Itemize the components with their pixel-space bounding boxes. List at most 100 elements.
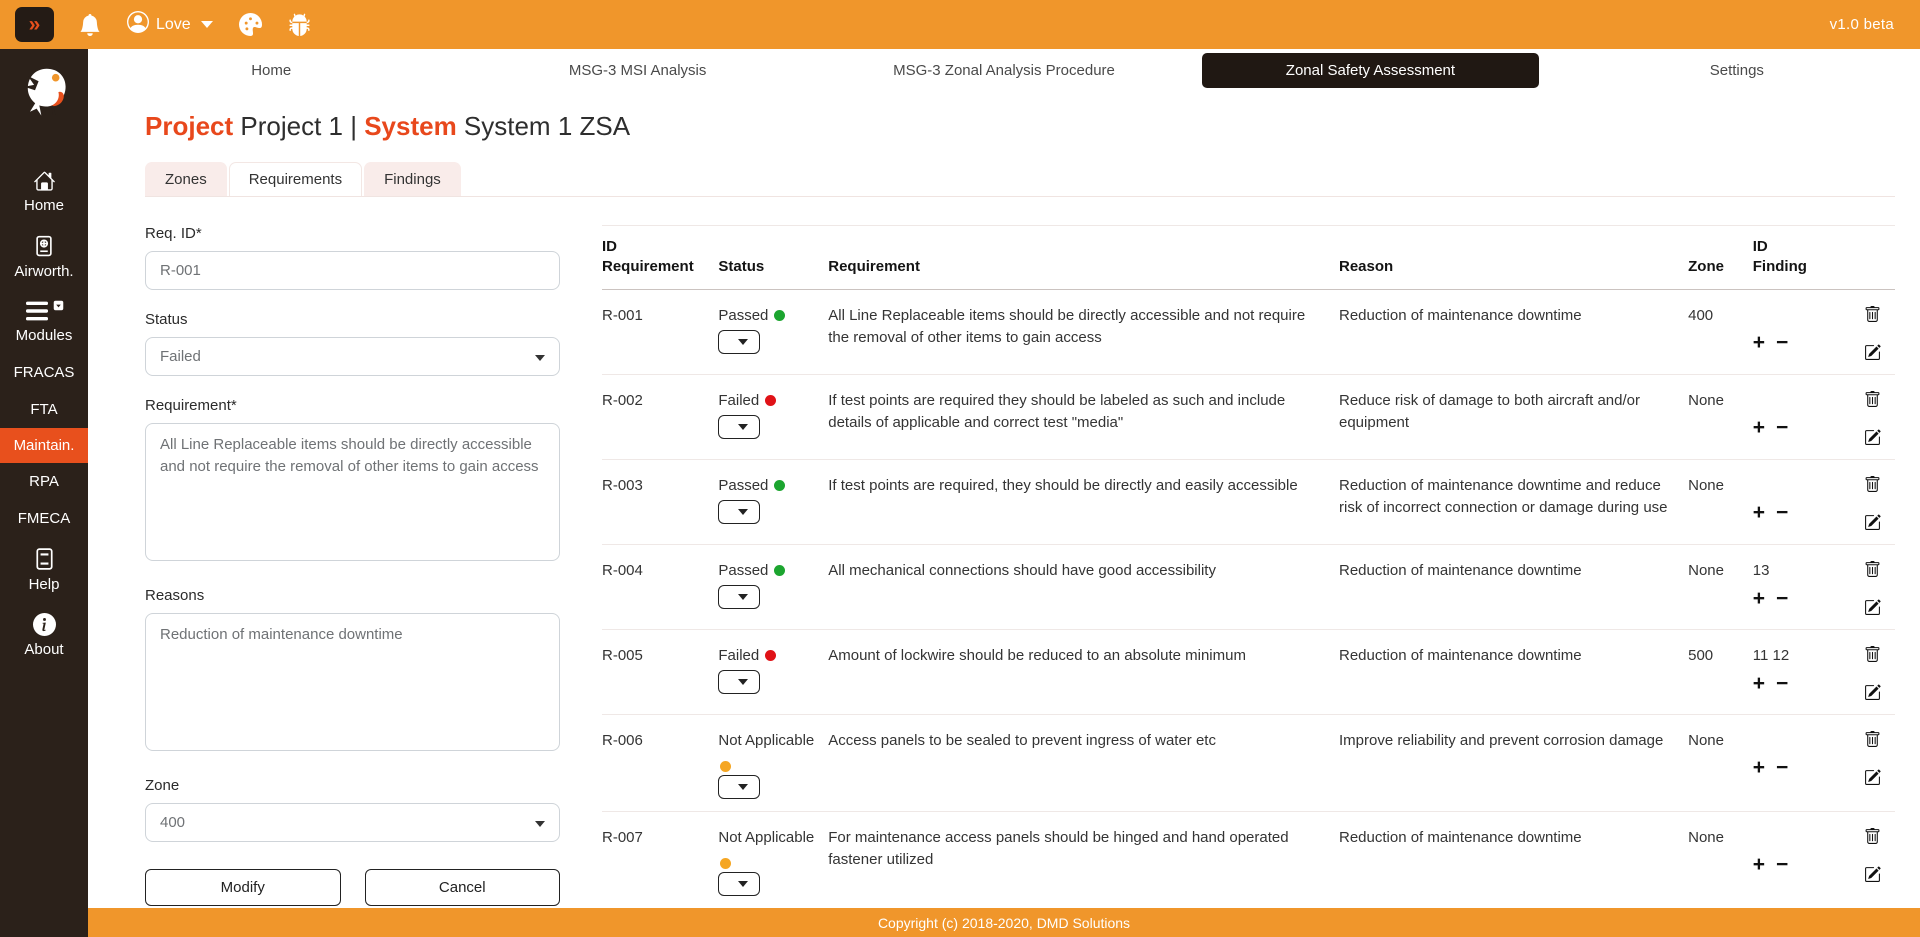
theme-button[interactable]	[238, 13, 262, 36]
tab-zones[interactable]: Zones	[145, 162, 227, 196]
modify-button[interactable]: Modify	[145, 869, 341, 906]
remove-finding-button[interactable]: −	[1776, 416, 1789, 439]
sidebar-item-label: Modules	[15, 327, 73, 344]
status-select-button[interactable]	[718, 584, 761, 609]
caret-down-icon	[738, 880, 749, 887]
sidebar-item-label: Maintain.	[13, 437, 75, 454]
nav-item-settings[interactable]: Settings	[1554, 62, 1920, 79]
status-select-button[interactable]	[718, 499, 761, 524]
row-id: R-001	[602, 307, 643, 324]
nav-item-home[interactable]: Home	[88, 62, 454, 79]
row-finding-cell: + −	[1752, 459, 1837, 545]
row-reason: Reduce risk of damage to both aircraft a…	[1339, 374, 1689, 460]
row-id-cell: R-001	[602, 289, 719, 375]
add-finding-button[interactable]: +	[1752, 671, 1766, 695]
cancel-button[interactable]: Cancel	[364, 869, 560, 906]
row-actions-cell	[1836, 289, 1895, 375]
reasons-textarea[interactable]: Reduction of maintenance downtime	[145, 613, 560, 751]
delete-row-button[interactable]	[1864, 306, 1881, 323]
content: Project Project 1 | System System 1 ZSA …	[88, 91, 1920, 937]
delete-row-button[interactable]	[1864, 827, 1881, 845]
col-header-requirement: Requirement	[828, 225, 1339, 290]
sidebar-item-maintain[interactable]: Maintain.	[0, 428, 88, 463]
sidebar-item-fracas[interactable]: FRACAS	[0, 354, 88, 391]
add-finding-button[interactable]: +	[1752, 852, 1766, 876]
add-finding-button[interactable]: +	[1752, 416, 1766, 439]
sidebar-item-about[interactable]: About	[0, 603, 88, 668]
home-icon	[33, 171, 55, 191]
delete-row-button[interactable]	[1864, 646, 1881, 663]
row-status-cell: Not Applicable	[718, 714, 829, 812]
nav-item-zonal-safety-assessment[interactable]: Zonal Safety Assessment	[1187, 52, 1553, 88]
nav-item-msg-3-msi-analysis[interactable]: MSG-3 MSI Analysis	[454, 62, 820, 79]
status-select-button[interactable]	[718, 774, 761, 799]
row-requirement: If test points are required they should …	[828, 374, 1339, 460]
status-select-button[interactable]	[718, 669, 761, 694]
row-finding-ids: 13	[1752, 562, 1770, 579]
row-finding-ids	[1753, 390, 1823, 411]
delete-row-button[interactable]	[1864, 391, 1881, 408]
add-finding-button[interactable]: +	[1752, 586, 1766, 610]
sidebar-item-home[interactable]: Home	[0, 160, 88, 224]
delete-row-button[interactable]	[1864, 731, 1881, 748]
requirements-table-wrap: ID Requirement Status Requirement Reason Zon…	[602, 225, 1895, 937]
caret-down-icon	[738, 783, 749, 790]
delete-row-button[interactable]	[1864, 476, 1881, 493]
requirement-textarea[interactable]: All Line Replaceable items should be dir…	[145, 423, 560, 561]
tab-requirements[interactable]: Requirements	[228, 162, 363, 196]
remove-finding-button[interactable]: −	[1776, 852, 1789, 876]
project-value: Project 1 |	[233, 111, 365, 141]
remove-finding-button[interactable]: −	[1776, 671, 1789, 695]
sidebar-item-airworth[interactable]: Airworth.	[0, 224, 88, 290]
notifications-button[interactable]	[79, 13, 101, 36]
sidebar-item-help[interactable]: Help	[0, 537, 88, 603]
trash-icon	[1865, 306, 1880, 322]
nav-item-msg-3-zonal-analysis-procedure[interactable]: MSG-3 Zonal Analysis Procedure	[821, 62, 1187, 79]
table-row: R-005 Failed Amount of lockwire should b…	[602, 629, 1895, 715]
edit-row-button[interactable]	[1864, 599, 1881, 616]
tab-findings[interactable]: Findings	[364, 162, 461, 196]
row-reason: Reduction of maintenance downtime	[1339, 629, 1689, 715]
add-finding-button[interactable]: +	[1752, 756, 1766, 779]
requirements-table: ID Requirement Status Requirement Reason Zon…	[602, 225, 1895, 937]
table-row: R-004 Passed All mechanical connections …	[602, 544, 1895, 630]
edit-row-button[interactable]	[1864, 769, 1881, 786]
edit-row-button[interactable]	[1864, 866, 1881, 883]
status-select-button[interactable]	[718, 329, 761, 354]
edit-row-button[interactable]	[1864, 429, 1881, 446]
remove-finding-button[interactable]: −	[1776, 331, 1789, 354]
status-select-button[interactable]	[718, 871, 761, 896]
table-row: R-003 Passed If test points are required…	[602, 459, 1895, 545]
nav-item-label: Home	[251, 61, 292, 79]
edit-row-button[interactable]	[1864, 684, 1881, 701]
sidebar-expand-button[interactable]: »	[15, 7, 54, 42]
sidebar-item-rpa[interactable]: RPA	[0, 463, 88, 500]
page-title: Project Project 1 | System System 1 ZSA	[145, 111, 1895, 142]
remove-finding-button[interactable]: −	[1776, 501, 1789, 524]
remove-finding-button[interactable]: −	[1776, 586, 1789, 610]
copyright-text: Copyright (c) 2018-2020, DMD Solutions	[877, 914, 1131, 931]
add-finding-button[interactable]: +	[1752, 501, 1766, 524]
sidebar-item-fmeca[interactable]: FMECA	[0, 500, 88, 537]
row-id-cell: R-002	[602, 374, 719, 460]
zone-select[interactable]: 400	[145, 803, 560, 842]
user-menu[interactable]: Love	[127, 11, 213, 38]
row-actions-cell	[1836, 374, 1895, 460]
edit-row-button[interactable]	[1864, 344, 1881, 361]
remove-finding-button[interactable]: −	[1776, 756, 1789, 779]
status-select-button[interactable]	[718, 414, 761, 439]
sidebar-item-modules[interactable]: Modules	[0, 290, 88, 354]
col-header-id-finding: ID Finding	[1752, 225, 1837, 290]
trash-icon	[1865, 827, 1880, 844]
status-label: Status	[145, 311, 188, 328]
bug-report-button[interactable]	[288, 13, 311, 36]
req-id-input[interactable]	[145, 251, 560, 290]
delete-row-button[interactable]	[1864, 561, 1881, 578]
add-finding-button[interactable]: +	[1752, 331, 1766, 354]
sidebar-item-fta[interactable]: FTA	[0, 391, 88, 428]
edit-row-button[interactable]	[1864, 514, 1881, 531]
status-select[interactable]: Failed	[145, 337, 560, 376]
row-id: R-005	[602, 647, 643, 664]
row-finding-cell: 11 12 + −	[1752, 629, 1837, 715]
